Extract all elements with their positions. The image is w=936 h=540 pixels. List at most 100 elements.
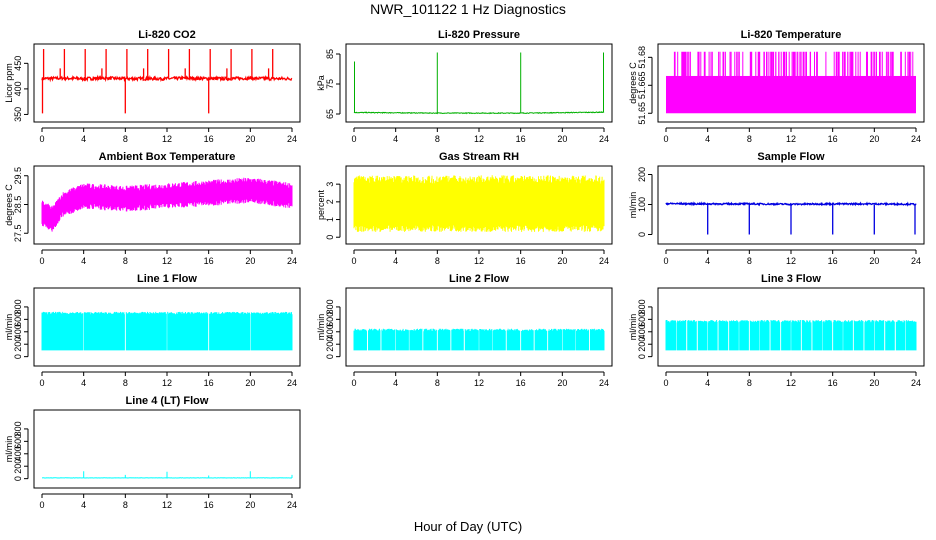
x-tick-label: 24 <box>287 378 297 388</box>
panel-y-axis-label: degrees C <box>628 62 638 104</box>
y-tick-label: 65 <box>325 109 335 119</box>
x-tick-label: 16 <box>204 256 214 266</box>
y-tick-label: 200 <box>325 337 335 352</box>
x-tick-label: 24 <box>287 500 297 510</box>
x-tick-label: 4 <box>393 378 398 388</box>
x-tick-label: 4 <box>705 378 710 388</box>
panel-title: Line 4 (LT) Flow <box>126 395 209 407</box>
y-tick-label: 600 <box>13 434 23 449</box>
y-axis: 0 1 2 3 <box>325 182 341 240</box>
panel-title: Line 1 Flow <box>137 273 197 285</box>
data-series <box>41 49 293 114</box>
x-tick-label: 8 <box>123 256 128 266</box>
x-tick-label: 8 <box>747 378 752 388</box>
data-series <box>41 177 293 232</box>
x-tick-label: 12 <box>474 378 484 388</box>
y-tick-label: 400 <box>13 81 23 96</box>
data-series <box>42 471 293 479</box>
x-tick-label: 12 <box>162 134 172 144</box>
y-tick-label: 200 <box>637 337 647 352</box>
y-tick-label: 3 <box>325 182 335 187</box>
x-tick-label: 20 <box>245 134 255 144</box>
y-tick-label: 51.65 <box>637 102 647 125</box>
y-tick-label: 400 <box>637 324 647 339</box>
x-axis: 0 4 8 12 16 20 24 <box>39 249 297 266</box>
figure-title: NWR_101122 1 Hz Diagnostics <box>370 1 566 17</box>
y-tick-label: 400 <box>13 446 23 461</box>
y-tick-label: 29.5 <box>13 167 23 185</box>
x-tick-label: 0 <box>351 134 356 144</box>
x-tick-label: 12 <box>786 378 796 388</box>
x-tick-label: 4 <box>393 134 398 144</box>
x-tick-label: 8 <box>747 256 752 266</box>
x-tick-label: 0 <box>663 134 668 144</box>
x-tick-label: 12 <box>474 134 484 144</box>
x-tick-label: 0 <box>39 134 44 144</box>
y-tick-label: 1 <box>325 217 335 222</box>
y-tick-label: 200 <box>13 459 23 474</box>
x-tick-label: 4 <box>705 256 710 266</box>
x-tick-label: 20 <box>245 378 255 388</box>
x-tick-label: 24 <box>911 256 921 266</box>
x-tick-label: 16 <box>204 500 214 510</box>
x-tick-label: 12 <box>162 500 172 510</box>
x-tick-label: 4 <box>705 134 710 144</box>
x-tick-label: 24 <box>599 134 609 144</box>
data-series <box>41 311 293 351</box>
plot-frame <box>33 409 301 489</box>
x-tick-label: 0 <box>351 378 356 388</box>
plot-frame <box>657 287 925 367</box>
data-series <box>353 175 605 232</box>
panel-title: Ambient Box Temperature <box>99 151 236 163</box>
panel-y-axis-label: ml/min <box>628 314 638 341</box>
data-series <box>665 201 917 235</box>
y-tick-label: 0 <box>13 476 23 481</box>
x-tick-label: 16 <box>828 134 838 144</box>
x-axis: 0 4 8 12 16 20 24 <box>39 371 297 388</box>
x-tick-label: 8 <box>435 134 440 144</box>
plot-frame <box>345 287 613 367</box>
x-tick-label: 24 <box>599 256 609 266</box>
y-tick-label: 800 <box>325 299 335 314</box>
data-series <box>353 328 605 351</box>
panel-title: Line 2 Flow <box>449 273 509 285</box>
x-axis: 0 4 8 12 16 20 24 <box>663 249 921 266</box>
x-tick-label: 16 <box>828 256 838 266</box>
x-tick-label: 20 <box>869 378 879 388</box>
x-tick-label: 16 <box>516 378 526 388</box>
y-tick-label: 51.68 <box>637 46 647 69</box>
y-axis: 350 400 450 <box>13 56 29 122</box>
y-axis: 65 75 85 <box>325 49 341 119</box>
plot-frame <box>345 165 613 245</box>
y-tick-label: 0 <box>637 232 647 237</box>
x-tick-label: 16 <box>204 134 214 144</box>
y-tick-label: 51.665 <box>637 72 647 100</box>
y-tick-label: 75 <box>325 79 335 89</box>
y-tick-label: 800 <box>13 299 23 314</box>
x-tick-label: 20 <box>245 256 255 266</box>
temperature-band <box>666 75 916 114</box>
x-tick-label: 8 <box>435 378 440 388</box>
panel-title: Li-820 Pressure <box>438 29 520 41</box>
y-tick-label: 200 <box>13 337 23 352</box>
x-tick-label: 4 <box>81 378 86 388</box>
panel-7: Line 1 Flow ml/min 0 4 8 12 16 20 24 0 20040060080… <box>4 273 301 388</box>
y-tick-label: 600 <box>13 312 23 327</box>
x-tick-label: 0 <box>351 256 356 266</box>
x-tick-label: 0 <box>39 500 44 510</box>
panel-title: Gas Stream RH <box>439 151 519 163</box>
y-tick-label: 85 <box>325 49 335 59</box>
panel-title: Line 3 Flow <box>761 273 821 285</box>
x-axis: 0 4 8 12 16 20 24 <box>39 493 297 510</box>
x-axis: 0 4 8 12 16 20 24 <box>351 371 609 388</box>
x-tick-label: 0 <box>39 378 44 388</box>
x-tick-label: 12 <box>786 134 796 144</box>
x-axis: 0 4 8 12 16 20 24 <box>663 127 921 144</box>
panel-8: Line 2 Flow ml/min 0 4 8 12 16 20 24 0 20040060080… <box>316 273 613 388</box>
x-tick-label: 8 <box>123 378 128 388</box>
